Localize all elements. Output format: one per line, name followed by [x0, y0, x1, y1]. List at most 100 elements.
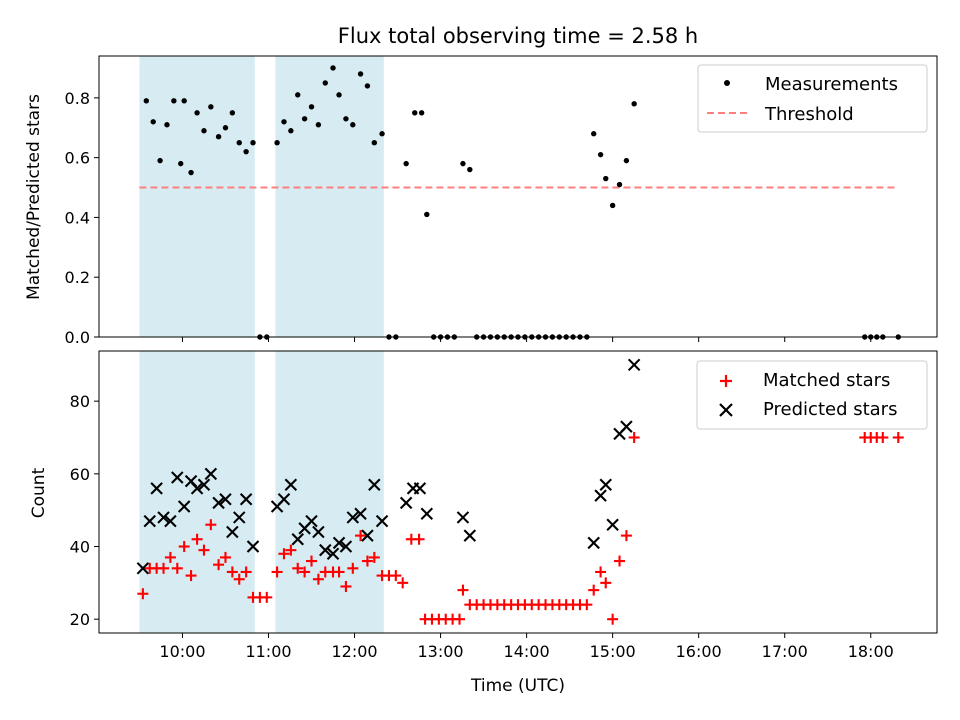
predicted-star-point: [361, 529, 374, 542]
matched-star-point: [368, 551, 380, 563]
measurement-point: [467, 166, 473, 173]
x-tick-label: 18:00: [848, 642, 894, 661]
predicted-star-point: [226, 525, 239, 539]
measurement-point: [631, 101, 637, 107]
x-tick-label: 12:00: [331, 642, 377, 661]
measurement-point: [150, 119, 156, 125]
matched-star-point: [347, 562, 359, 574]
top-shaded-intervals: [139, 56, 384, 337]
predicted-star-point: [368, 478, 381, 491]
measurement-point: [591, 131, 597, 137]
y-tick-label: 0.4: [65, 208, 90, 227]
matched-star-point: [271, 566, 283, 578]
y-tick-label: 0.2: [65, 268, 90, 287]
top-panel: 0.00.20.40.60.8 Matched/Predicted stars …: [24, 55, 938, 347]
legend-predicted-marker: [719, 403, 733, 417]
predicted-star-point: [284, 478, 298, 491]
measurement-point: [281, 119, 287, 125]
measurement-point: [201, 128, 207, 134]
measurement-point: [288, 128, 294, 134]
measurement-point: [336, 92, 342, 98]
measurement-point: [274, 139, 280, 146]
measurement-point: [157, 157, 163, 164]
top-legend: Measurements Threshold: [697, 64, 928, 133]
predicted-star-point: [190, 482, 204, 495]
matched-star-point: [607, 613, 619, 625]
legend-matched-marker: [720, 375, 732, 387]
legend-measurements-label: Measurements: [765, 74, 898, 95]
x-tick-label: 15:00: [590, 642, 636, 661]
predicted-star-point: [627, 358, 641, 372]
predicted-star-point: [354, 507, 367, 521]
predicted-star-point: [219, 493, 232, 506]
measurement-point: [616, 181, 623, 188]
predicted-star-point: [594, 489, 607, 502]
predicted-star-point: [399, 496, 413, 510]
matched-star-point: [171, 562, 183, 574]
predicted-star-point: [197, 478, 211, 491]
measurement-point: [403, 160, 409, 167]
predicted-star-point: [375, 514, 389, 528]
predicted-star-point: [346, 511, 360, 524]
x-tick-label: 14:00: [504, 642, 550, 661]
bottom-plot-frame: [98, 350, 938, 634]
predicted-star-point: [312, 525, 325, 539]
predicted-star-point: [171, 471, 184, 484]
matched-star-point: [457, 584, 469, 596]
measurement-point: [343, 116, 349, 122]
top-y-ticks: 0.0 0.2 0.4 0.6 0.8: [65, 89, 99, 347]
matched-star-point: [158, 562, 170, 574]
measurement-point: [379, 131, 385, 137]
measurement-point: [357, 71, 364, 77]
measurement-point: [301, 116, 308, 122]
predicted-star-point: [326, 547, 340, 561]
matched-star-point: [340, 580, 352, 592]
matched-star-point: [178, 541, 190, 553]
predicted-star-point: [606, 518, 619, 531]
bottom-shaded-intervals: [139, 351, 384, 633]
matched-star-point: [213, 559, 225, 571]
bottom-x-ticks: 10:00 11:00 12:00 13:00 14:00 15:00 16:00 17:00…: [159, 633, 894, 661]
measurement-point: [243, 148, 249, 155]
predicted-star-point: [620, 420, 633, 433]
matched-star-point: [595, 566, 607, 578]
measurement-point: [215, 134, 222, 140]
matched-star-point: [185, 570, 197, 582]
predicted-star-point: [164, 514, 177, 528]
matched-star-point: [877, 431, 889, 443]
matched-star-point: [390, 570, 402, 582]
predicted-star-point: [319, 543, 332, 557]
predicted-star-point: [277, 493, 291, 506]
measurement-point: [143, 98, 150, 104]
matched-star-point: [628, 431, 640, 443]
predicted-star-point: [463, 529, 477, 542]
predicted-star-point: [204, 467, 218, 481]
measurement-point: [609, 202, 616, 209]
predicted-star-point: [150, 482, 163, 495]
predicted-star-point: [239, 493, 253, 506]
matched-star-point: [361, 555, 373, 567]
y-tick-label: 60: [70, 465, 90, 484]
shaded-interval: [275, 56, 384, 337]
predicted-star-point: [305, 514, 318, 528]
matched-star-point: [261, 591, 273, 603]
y-tick-label: 0.0: [65, 328, 90, 347]
matched-star-point: [588, 584, 600, 596]
matched-star-point: [333, 566, 345, 578]
matched-star-point: [299, 566, 311, 578]
predicted-star-point: [212, 496, 225, 510]
legend-threshold-label: Threshold: [764, 104, 854, 125]
measurement-point: [222, 125, 229, 131]
predicted-star-point: [339, 540, 353, 553]
predicted-star-point: [332, 536, 346, 550]
predicted-star-point: [456, 511, 470, 524]
matched-star-point: [226, 566, 238, 578]
predicted-star-point: [587, 536, 600, 550]
measurement-point: [424, 211, 430, 218]
measurement-point: [418, 110, 425, 116]
predicted-star-point: [291, 532, 304, 546]
matched-star-point: [240, 566, 252, 578]
matched-star-point: [413, 533, 425, 545]
matched-star-point: [164, 551, 176, 563]
top-y-axis-label: Matched/Predicted stars: [24, 94, 44, 300]
